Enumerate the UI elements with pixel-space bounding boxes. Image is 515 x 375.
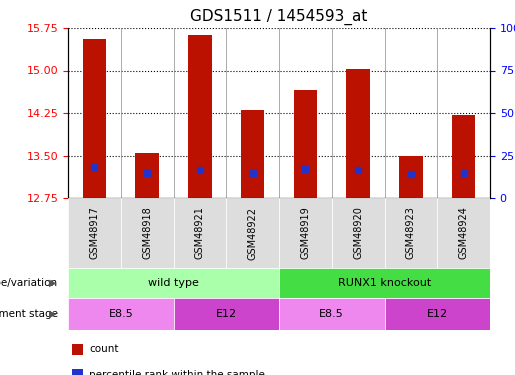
Bar (82, 39, 106, 198)
Bar (72, 344, 83, 355)
Bar (294, 90, 317, 198)
Bar (385, 298, 490, 330)
Bar (226, 198, 279, 268)
Text: genotype/variation: genotype/variation (0, 278, 58, 288)
Text: GSM48920: GSM48920 (353, 207, 363, 260)
Text: E12: E12 (216, 309, 237, 319)
Text: GSM48919: GSM48919 (300, 207, 311, 260)
Bar (279, 198, 332, 268)
Bar (437, 198, 490, 268)
Bar (399, 156, 423, 198)
Text: GSM48917: GSM48917 (90, 207, 99, 260)
Text: ▶: ▶ (49, 278, 57, 288)
Title: GDS1511 / 1454593_at: GDS1511 / 1454593_at (191, 9, 368, 25)
Text: development stage: development stage (0, 309, 58, 319)
Bar (346, 69, 370, 198)
Bar (241, 110, 265, 198)
Bar (332, 198, 385, 268)
Text: GSM48922: GSM48922 (248, 207, 258, 260)
Text: wild type: wild type (148, 278, 199, 288)
Bar (135, 153, 159, 198)
Text: GSM48924: GSM48924 (459, 207, 469, 260)
Bar (68, 298, 174, 330)
Text: count: count (89, 345, 118, 354)
Text: E12: E12 (427, 309, 448, 319)
Text: RUNX1 knockout: RUNX1 knockout (338, 278, 431, 288)
Bar (174, 198, 226, 268)
Text: E8.5: E8.5 (319, 309, 344, 319)
Text: GSM48921: GSM48921 (195, 207, 205, 260)
Text: E8.5: E8.5 (108, 309, 133, 319)
Bar (68, 198, 121, 268)
Bar (121, 198, 174, 268)
Text: ▶: ▶ (49, 309, 57, 319)
Bar (188, 35, 212, 198)
Text: percentile rank within the sample: percentile rank within the sample (89, 369, 265, 375)
Bar (72, 369, 83, 375)
Text: GSM48918: GSM48918 (142, 207, 152, 260)
Bar (452, 115, 475, 198)
Bar (279, 268, 490, 298)
Bar (279, 298, 385, 330)
Text: GSM48923: GSM48923 (406, 207, 416, 260)
Bar (385, 198, 437, 268)
Bar (174, 298, 279, 330)
Bar (68, 268, 279, 298)
